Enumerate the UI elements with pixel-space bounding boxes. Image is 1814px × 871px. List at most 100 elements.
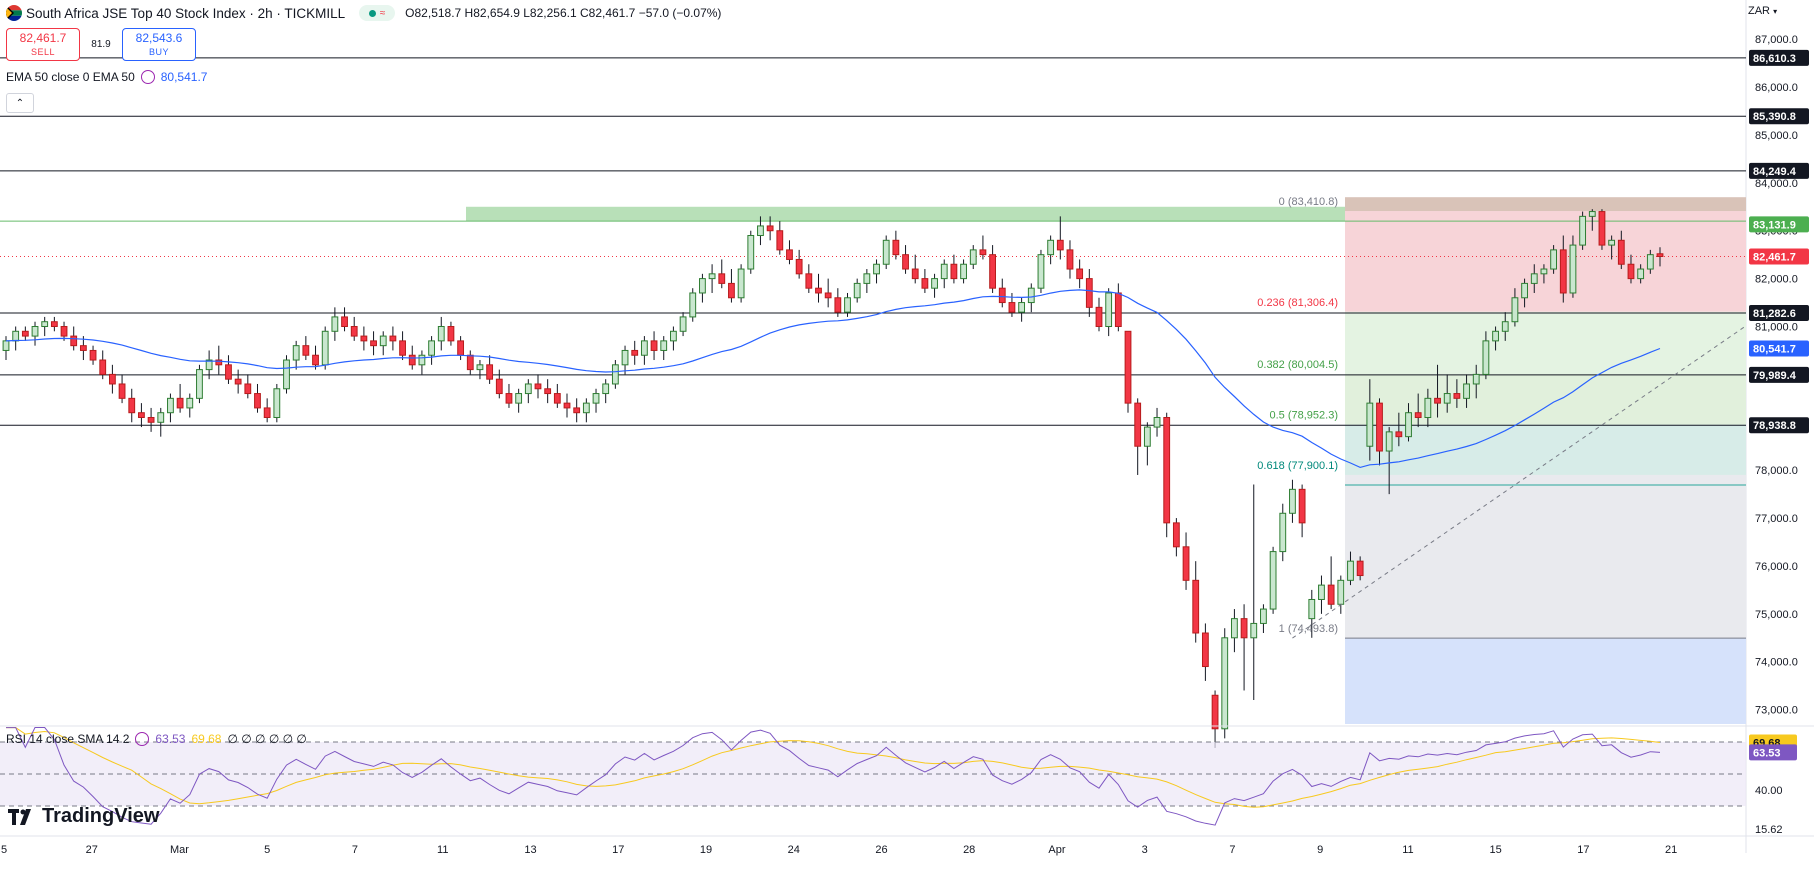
candle-body xyxy=(960,263,967,280)
candle-body xyxy=(244,383,252,395)
time-tick-label: Apr xyxy=(1048,844,1065,856)
candle-body xyxy=(360,335,368,342)
resistance-zone xyxy=(466,206,1345,222)
trade-buttons: 82,461.7 SELL 81.9 82,543.6 BUY xyxy=(6,28,196,61)
candle xyxy=(582,398,590,423)
candle xyxy=(1559,235,1567,303)
candle-body xyxy=(699,278,706,294)
candle xyxy=(50,316,58,332)
candle xyxy=(1124,330,1132,413)
candle-body xyxy=(1027,287,1035,304)
candle-body xyxy=(1550,249,1558,270)
candle xyxy=(1347,551,1354,586)
candle-body xyxy=(1472,373,1480,385)
fib-zone-0-0236 xyxy=(1345,211,1746,312)
rsi-line xyxy=(6,727,1661,826)
rsi-legend[interactable]: RSI 14 close SMA 14 2 63.53 69.68 ∅ ∅ ∅ … xyxy=(6,732,307,746)
candle-body xyxy=(1095,306,1103,328)
collapse-legend-button[interactable]: ⌃ xyxy=(6,93,34,113)
candle-body xyxy=(1569,244,1577,294)
candle xyxy=(447,321,455,346)
ohlc-values: O82,518.7 H82,654.9 L82,256.1 C82,461.7 … xyxy=(405,6,722,20)
symbol-title[interactable]: South Africa JSE Top 40 Stock Index · 2h… xyxy=(26,5,346,21)
candle xyxy=(931,273,938,298)
candle xyxy=(283,355,290,394)
sell-button[interactable]: 82,461.7 SELL xyxy=(6,28,80,61)
candle xyxy=(670,326,677,351)
candle-body xyxy=(292,345,300,361)
candle xyxy=(1289,479,1296,523)
candle-body xyxy=(50,321,58,328)
candle-body xyxy=(660,340,668,351)
candle xyxy=(379,331,387,356)
candle xyxy=(138,403,145,428)
candle xyxy=(457,336,465,361)
candle xyxy=(157,407,165,437)
candle xyxy=(1530,264,1538,293)
price-axis-label-bg xyxy=(1749,366,1809,383)
price-axis-label-bg xyxy=(1749,340,1809,357)
candle xyxy=(718,259,726,289)
candle xyxy=(776,221,784,255)
fib-level-label: 1 (74,493.8) xyxy=(1279,623,1338,635)
ema-legend[interactable]: EMA 50 close 0 EMA 50 80,541.7 xyxy=(6,70,207,84)
candle-body xyxy=(41,321,49,328)
price-tick-label: 85,000.0 xyxy=(1755,130,1798,142)
candle xyxy=(844,292,851,317)
candle xyxy=(1569,235,1577,298)
candle xyxy=(1076,259,1084,289)
candle-body xyxy=(263,407,271,418)
candle xyxy=(853,278,861,303)
tradingview-logo[interactable]: TradingView xyxy=(8,805,159,828)
candle xyxy=(79,336,87,361)
candle xyxy=(728,269,735,303)
refresh-icon[interactable] xyxy=(140,70,155,84)
candle-body xyxy=(1521,282,1528,299)
time-tick-label: 5 xyxy=(264,844,270,856)
rsi-axis-label-bg xyxy=(1749,744,1797,761)
fib-level-label: 0.382 (80,004.5) xyxy=(1257,359,1338,371)
rsi-tick-label: 40.00 xyxy=(1755,785,1783,797)
rsi-legend-value: 63.53 xyxy=(155,732,186,746)
fib-level-label: 0.618 (77,900.1) xyxy=(1257,460,1338,472)
candle xyxy=(708,264,716,293)
price-axis-label-text: 82,461.7 xyxy=(1753,252,1796,264)
candle xyxy=(795,249,803,279)
time-tick-label: 7 xyxy=(1229,844,1235,856)
candle-body xyxy=(167,397,174,414)
candle xyxy=(882,235,890,270)
candle xyxy=(1414,393,1422,428)
candle-body xyxy=(1114,292,1122,328)
candle-body xyxy=(1172,522,1180,548)
buy-button[interactable]: 82,543.6 BUY xyxy=(122,28,196,61)
candle-body xyxy=(776,230,784,251)
candle-body xyxy=(1047,239,1055,256)
candle-body xyxy=(1617,239,1625,265)
currency-selector[interactable]: ZAR ▾ xyxy=(1748,5,1777,17)
fib-zone-top xyxy=(1345,197,1746,212)
time-tick-label: 17 xyxy=(1577,844,1589,856)
time-tick-label: Mar xyxy=(170,844,189,856)
candle-body xyxy=(979,249,987,256)
candle xyxy=(1453,379,1461,408)
candle-body xyxy=(1201,632,1209,668)
candle-body xyxy=(602,383,610,395)
refresh-icon[interactable] xyxy=(135,732,150,746)
buy-label: BUY xyxy=(148,46,169,57)
candle-body xyxy=(234,378,242,385)
candle xyxy=(602,379,610,404)
candle-body xyxy=(747,235,755,270)
candle-body xyxy=(563,402,571,409)
candle xyxy=(1201,623,1209,681)
candle xyxy=(108,364,116,394)
candle-body xyxy=(1279,512,1287,553)
candle xyxy=(1047,235,1055,265)
time-tick-label: 11 xyxy=(437,844,448,856)
market-status-pill[interactable]: ≈ xyxy=(359,5,396,21)
price-axis-label: 86,610.3 xyxy=(1749,49,1809,66)
candle-body xyxy=(1289,488,1296,514)
candle-body xyxy=(757,225,764,237)
candle xyxy=(476,360,484,380)
candle xyxy=(766,216,774,241)
